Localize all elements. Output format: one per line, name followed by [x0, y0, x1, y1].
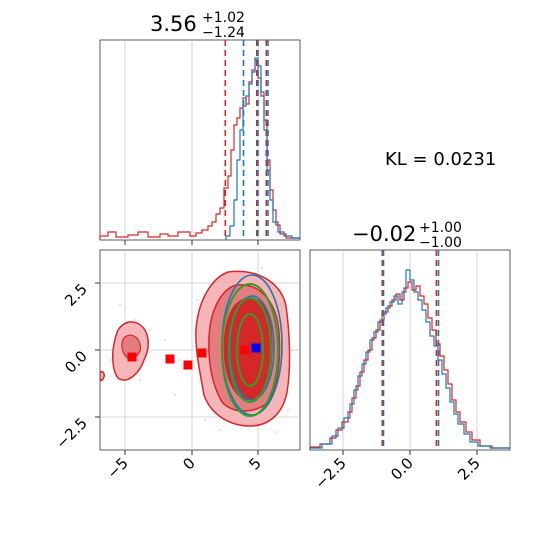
x-title-minus: −1.24	[202, 25, 245, 41]
joint-x-tick-label: −5	[103, 454, 131, 482]
kl-divergence-label: KL = 0.0231	[385, 149, 496, 170]
x-marginal-blue-histogram	[225, 57, 300, 240]
blue-marker	[251, 343, 261, 353]
joint-plot-area	[100, 267, 293, 433]
joint-red-contours	[100, 270, 291, 427]
y-marginal-tick-label: 2.5	[454, 454, 484, 484]
x-marginal-panel: 3.56 +1.02 −1.24	[99, 10, 301, 245]
green-contour	[236, 313, 264, 387]
y-marginal-tick-label: −2.5	[311, 454, 349, 492]
red-marker	[197, 348, 207, 358]
red-marker	[240, 345, 250, 355]
y-marginal-panel: −2.5 0.0 2.5 −0.02 +1.00 −1.00	[309, 220, 511, 493]
red-marker	[127, 352, 137, 362]
y-title-plus: +1.00	[419, 220, 462, 236]
joint-markers	[127, 343, 261, 370]
y-marginal-blue-histogram	[309, 269, 510, 450]
x-marginal-red-histogram	[99, 59, 300, 240]
joint-panel: −5 0 5 2.5 0.0 −2.5	[52, 249, 301, 482]
y-title-median: −0.02	[352, 222, 416, 246]
joint-y-tick-label: 2.5	[61, 280, 91, 310]
y-marginal-title: −0.02 +1.00 −1.00	[352, 220, 462, 251]
x-title-median: 3.56	[150, 12, 197, 36]
joint-y-tick-label: −2.5	[52, 414, 90, 452]
y-marginal-tick-label: 0.0	[387, 454, 417, 484]
red-marker	[183, 360, 193, 370]
x-marginal-title: 3.56 +1.02 −1.24	[150, 10, 245, 41]
joint-y-tick-label: 0.0	[61, 347, 91, 377]
green-contour	[221, 283, 279, 417]
y-title-minus: −1.00	[419, 235, 462, 251]
red-marker	[165, 354, 175, 364]
joint-x-tick-label: 5	[245, 454, 264, 473]
joint-line-contours	[221, 274, 283, 417]
red-contour-edge	[100, 370, 105, 382]
green-contour	[228, 297, 272, 403]
x-marginal-frame	[99, 39, 301, 241]
joint-x-tick-label: 0	[179, 454, 198, 473]
x-title-plus: +1.02	[202, 10, 245, 26]
y-marginal-red-histogram	[309, 281, 510, 450]
